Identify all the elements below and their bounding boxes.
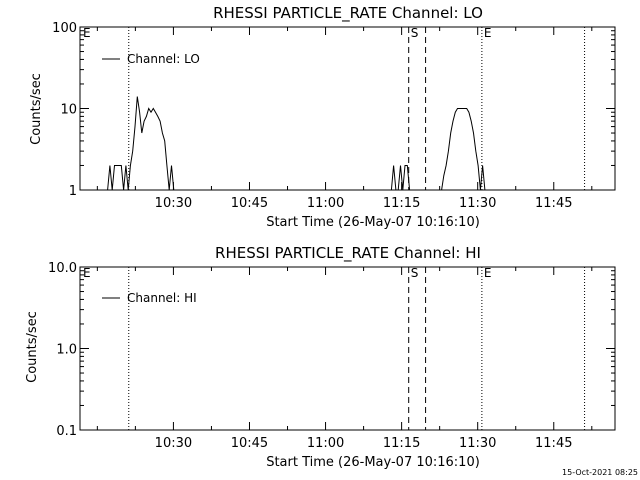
- y-ticks-hi: 0.1 1.0 10.0: [48, 261, 615, 439]
- x-tick-label: 11:15: [383, 196, 420, 211]
- x-tick-label: 10:45: [231, 436, 268, 451]
- x-ticks-hi: 10:30 10:45 11:00 11:15 11:30 11:45: [96, 267, 593, 451]
- event-marker-label: E: [83, 266, 91, 280]
- x-tick-label: 11:30: [459, 196, 496, 211]
- x-tick-label: 11:00: [307, 436, 344, 451]
- y-axis-label-hi: Counts/sec: [25, 311, 40, 383]
- series-lo: [107, 96, 486, 191]
- x-ticks-lo: 10:30 10:45 11:00 11:15 11:30 11:45: [96, 27, 593, 211]
- y-tick-label: 0.1: [56, 424, 77, 439]
- chart-title-lo: RHESSI PARTICLE_RATE Channel: LO: [213, 4, 483, 23]
- y-tick-label: 1.0: [56, 343, 77, 358]
- legend-label-hi: Channel: HI: [127, 291, 197, 305]
- x-tick-label: 11:45: [535, 436, 572, 451]
- y-tick-label: 10: [60, 103, 77, 118]
- legend-lo: Channel: LO: [102, 52, 200, 66]
- series-line: [390, 108, 486, 191]
- legend-hi: Channel: HI: [102, 291, 197, 305]
- event-marker-label: S: [411, 266, 419, 280]
- y-axis-label-lo: Counts/sec: [29, 73, 44, 145]
- y-tick-label: 100: [52, 21, 77, 36]
- x-tick-label: 10:30: [155, 196, 192, 211]
- y-tick-label: 10.0: [48, 261, 77, 276]
- x-tick-label: 10:45: [231, 196, 268, 211]
- x-tick-label: 11:15: [383, 436, 420, 451]
- x-tick-label: 11:45: [535, 196, 572, 211]
- x-tick-label: 11:30: [459, 436, 496, 451]
- chart-title-hi: RHESSI PARTICLE_RATE Channel: HI: [215, 244, 481, 263]
- footer-timestamp: 15-Oct-2021 08:25: [562, 468, 638, 477]
- x-tick-label: 11:00: [307, 196, 344, 211]
- x-axis-label-lo: Start Time (26-May-07 10:16:10): [266, 215, 480, 230]
- x-axis-label-hi: Start Time (26-May-07 10:16:10): [266, 455, 480, 470]
- y-ticks-lo: 1 10 100: [52, 21, 615, 199]
- event-marker-label: E: [484, 266, 492, 280]
- event-marker-label: E: [83, 26, 91, 40]
- panel-hi: RHESSI PARTICLE_RATE Channel: HI Start T…: [25, 244, 616, 470]
- series-line: [107, 96, 197, 191]
- event-marker-label: S: [411, 26, 419, 40]
- panel-lo: RHESSI PARTICLE_RATE Channel: LO Start T…: [29, 4, 616, 230]
- y-tick-label: 1: [69, 184, 77, 199]
- legend-label-lo: Channel: LO: [127, 52, 200, 66]
- event-marker-label: E: [484, 26, 492, 40]
- x-tick-label: 10:30: [155, 436, 192, 451]
